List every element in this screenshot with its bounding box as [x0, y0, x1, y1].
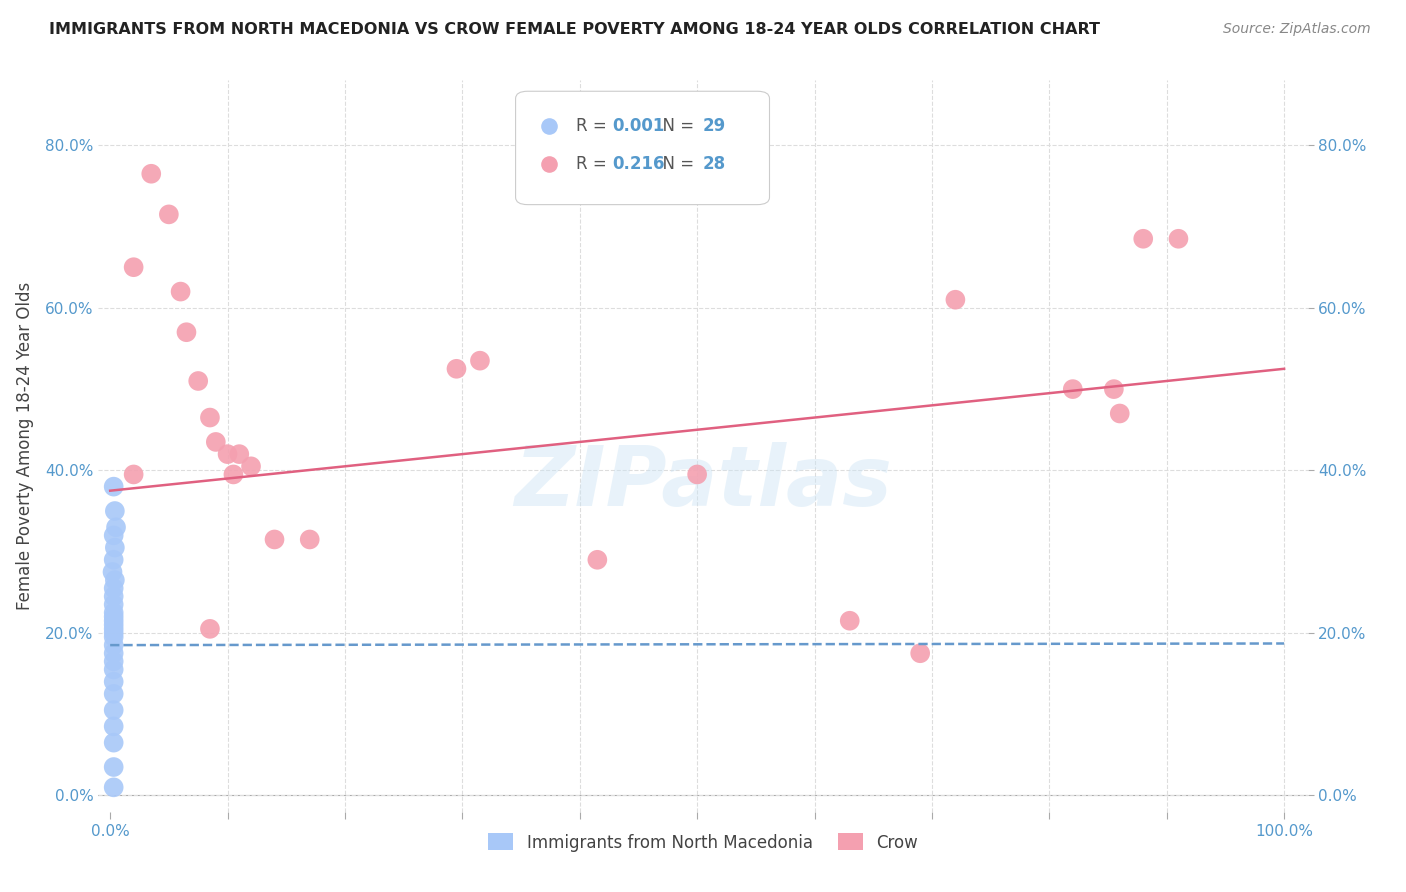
Text: IMMIGRANTS FROM NORTH MACEDONIA VS CROW FEMALE POVERTY AMONG 18-24 YEAR OLDS COR: IMMIGRANTS FROM NORTH MACEDONIA VS CROW …	[49, 22, 1101, 37]
Point	[103, 663, 125, 677]
Point	[122, 260, 145, 275]
Point	[228, 447, 250, 461]
Point	[908, 646, 931, 660]
Point	[141, 167, 163, 181]
Point	[446, 361, 468, 376]
Y-axis label: Female Poverty Among 18-24 Year Olds: Female Poverty Among 18-24 Year Olds	[15, 282, 34, 610]
Point	[1132, 232, 1154, 246]
Text: R =: R =	[576, 118, 612, 136]
Point	[103, 687, 125, 701]
Point	[105, 520, 128, 534]
Point	[103, 590, 125, 604]
Point	[686, 467, 709, 482]
Point	[103, 674, 125, 689]
Point	[537, 27, 560, 41]
Text: N =: N =	[652, 118, 700, 136]
Point	[103, 480, 125, 494]
Point	[1062, 382, 1084, 396]
Point	[157, 207, 180, 221]
Point	[103, 760, 125, 774]
Text: Source: ZipAtlas.com: Source: ZipAtlas.com	[1223, 22, 1371, 37]
Text: ZIPatlas: ZIPatlas	[515, 442, 891, 523]
Text: 28: 28	[703, 155, 725, 173]
Point	[298, 533, 321, 547]
Point	[103, 528, 125, 542]
Point	[103, 638, 125, 652]
Point	[103, 719, 125, 733]
Point	[104, 504, 127, 518]
Point	[103, 703, 125, 717]
Point	[103, 617, 125, 632]
Point	[586, 553, 609, 567]
Point	[103, 581, 125, 595]
Point	[1167, 232, 1189, 246]
Point	[103, 606, 125, 620]
Point	[945, 293, 967, 307]
Point	[103, 654, 125, 668]
Point	[263, 533, 285, 547]
Point	[122, 467, 145, 482]
Text: 0.216: 0.216	[613, 155, 665, 173]
Point	[169, 285, 191, 299]
Text: 0.001: 0.001	[613, 118, 665, 136]
Point	[103, 736, 125, 750]
Text: 29: 29	[703, 118, 727, 136]
Point	[103, 598, 125, 612]
Text: R =: R =	[576, 155, 612, 173]
Point	[198, 410, 221, 425]
Point	[101, 565, 124, 579]
Point	[103, 626, 125, 640]
Legend: Immigrants from North Macedonia, Crow: Immigrants from North Macedonia, Crow	[482, 827, 924, 858]
Point	[103, 646, 125, 660]
Text: N =: N =	[652, 155, 700, 173]
Point	[1108, 407, 1130, 421]
Point	[1102, 382, 1125, 396]
Point	[222, 467, 245, 482]
Point	[176, 325, 198, 339]
FancyBboxPatch shape	[516, 91, 769, 204]
Point	[103, 553, 125, 567]
Point	[240, 459, 263, 474]
Point	[537, 69, 560, 83]
Point	[103, 780, 125, 795]
Point	[217, 447, 239, 461]
Point	[838, 614, 860, 628]
Point	[468, 353, 491, 368]
Point	[204, 434, 226, 449]
Point	[104, 573, 127, 587]
Point	[104, 541, 127, 555]
Point	[103, 609, 125, 624]
Point	[103, 630, 125, 644]
Point	[103, 622, 125, 636]
Point	[198, 622, 221, 636]
Point	[187, 374, 209, 388]
Point	[103, 614, 125, 628]
